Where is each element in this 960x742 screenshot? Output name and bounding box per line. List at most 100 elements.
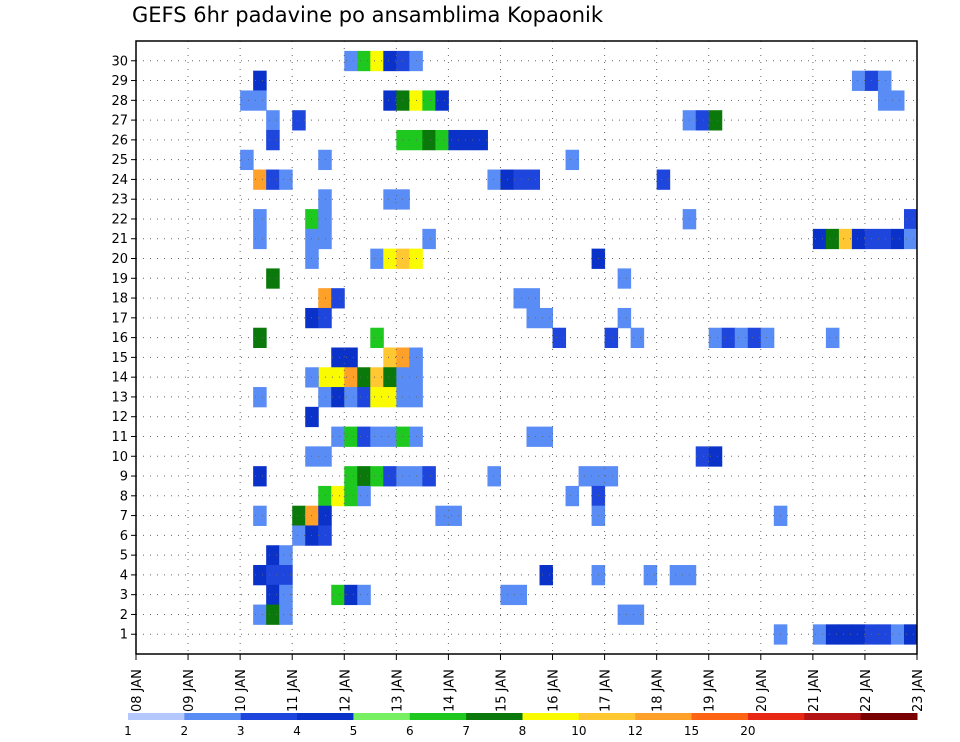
y-tick-label: 15 xyxy=(111,351,128,366)
heat-cell xyxy=(344,426,358,447)
y-tick-label: 27 xyxy=(111,114,128,129)
heat-cell xyxy=(760,327,775,348)
heat-cell xyxy=(370,367,384,388)
heat-cell xyxy=(253,90,267,111)
heat-cell xyxy=(344,50,358,72)
heat-cell xyxy=(643,565,658,586)
y-tick-label: 24 xyxy=(111,173,128,188)
y-tick-label: 25 xyxy=(111,153,128,168)
heat-cell xyxy=(240,90,254,111)
x-tick-label: 15 JAN xyxy=(494,669,509,712)
heat-cell xyxy=(331,584,345,606)
heat-cell xyxy=(851,228,866,250)
heat-cell xyxy=(669,565,684,586)
y-tick-label: 6 xyxy=(120,529,128,544)
x-tick-label: 17 JAN xyxy=(599,669,614,712)
heat-cell xyxy=(383,50,397,72)
colorbar-label: 1 xyxy=(124,724,132,738)
heat-cell xyxy=(383,90,397,111)
heat-cell xyxy=(279,565,293,586)
heat-cell xyxy=(357,387,371,408)
colorbar-swatch xyxy=(747,713,805,720)
colorbar-swatch xyxy=(578,713,636,720)
heat-cell xyxy=(344,485,358,507)
heat-cell xyxy=(383,347,397,368)
heat-cell xyxy=(318,209,332,230)
heat-cell xyxy=(318,505,332,526)
y-tick-label: 18 xyxy=(111,292,128,307)
heat-cell xyxy=(318,288,332,309)
colorbar-label: 6 xyxy=(406,724,414,738)
y-tick-label: 28 xyxy=(111,94,128,109)
y-tick-label: 21 xyxy=(111,232,128,247)
y-tick-label: 13 xyxy=(111,390,128,405)
colorbar-swatch xyxy=(635,713,693,720)
heat-cell xyxy=(357,584,371,606)
heat-cell xyxy=(721,327,736,348)
x-tick-label: 10 JAN xyxy=(234,669,249,712)
heat-cell xyxy=(253,604,267,625)
heat-cell xyxy=(318,228,332,250)
heat-cell xyxy=(318,307,332,329)
heat-cell xyxy=(630,327,645,348)
heat-cell xyxy=(331,485,345,507)
x-tick-label: 21 JAN xyxy=(807,669,822,712)
heat-cell xyxy=(331,347,345,368)
y-tick-label: 4 xyxy=(120,568,128,583)
heat-cell xyxy=(513,288,527,309)
y-tick-label: 12 xyxy=(111,410,128,425)
y-tick-label: 8 xyxy=(120,489,128,504)
heat-cell xyxy=(812,624,827,645)
heat-cell xyxy=(383,387,397,408)
y-tick-label: 2 xyxy=(120,608,128,623)
heat-cell xyxy=(279,545,293,566)
heat-cell xyxy=(253,565,267,586)
colorbar-label: 3 xyxy=(237,724,245,738)
heat-cell xyxy=(331,387,345,408)
heat-cell xyxy=(656,169,671,190)
heat-cell xyxy=(695,110,710,131)
plot-frame xyxy=(135,40,918,655)
heat-cell xyxy=(526,288,541,309)
y-tick-label: 30 xyxy=(111,54,128,69)
heat-cell xyxy=(266,545,280,566)
heat-cell xyxy=(357,50,371,72)
heat-cell xyxy=(370,426,384,447)
heat-cell xyxy=(604,327,619,348)
heat-cell xyxy=(539,426,554,447)
heat-cell xyxy=(422,228,436,250)
heat-cell xyxy=(448,505,462,526)
heat-cell xyxy=(357,426,371,447)
chart-title: GEFS 6hr padavine po ansamblima Kopaonik xyxy=(132,3,604,27)
heat-cell xyxy=(396,129,410,151)
y-tick-label: 5 xyxy=(120,549,128,564)
heat-cell xyxy=(630,604,645,625)
x-tick-label: 09 JAN xyxy=(182,669,197,712)
heat-cell xyxy=(435,129,449,151)
heat-cell xyxy=(825,228,840,250)
heat-cell xyxy=(396,50,410,72)
colorbar-label: 7 xyxy=(462,724,470,738)
heat-cell xyxy=(357,466,371,487)
heat-cell xyxy=(877,70,892,91)
colorbar-swatch xyxy=(297,713,354,720)
heat-cell xyxy=(617,268,632,289)
y-tick-label: 26 xyxy=(111,133,128,148)
colorbar-label: 10 xyxy=(571,724,586,738)
y-tick-label: 11 xyxy=(111,430,128,445)
heat-cell xyxy=(890,624,905,645)
heat-cell xyxy=(396,347,410,368)
heat-cell xyxy=(422,129,436,151)
heat-cell xyxy=(383,466,397,487)
heat-cell xyxy=(331,367,345,388)
heat-cell xyxy=(344,387,358,408)
heat-cell xyxy=(253,169,267,190)
colorbar-label: 4 xyxy=(293,724,301,738)
heat-cell xyxy=(903,209,918,230)
colorbar-swatch xyxy=(522,713,580,720)
colorbar-label: 2 xyxy=(181,724,189,738)
colorbar-label: 12 xyxy=(628,724,643,738)
colorbar-label: 20 xyxy=(740,724,755,738)
x-tick-label: 16 JAN xyxy=(547,669,562,712)
x-tick-label: 18 JAN xyxy=(651,669,666,712)
